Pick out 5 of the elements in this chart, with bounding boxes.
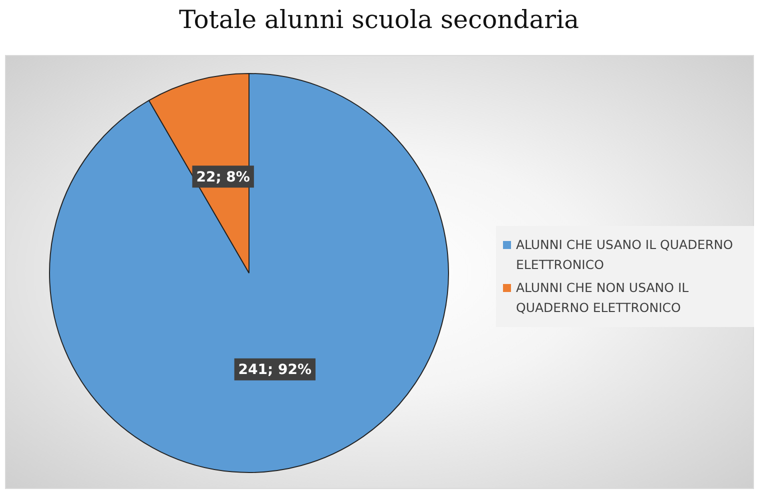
data-label: 241; 92%	[238, 362, 312, 378]
chart-title: Totale alunni scuola secondaria	[178, 4, 580, 36]
slice-label: ALUNNI CHE USANO IL QUADERNO ELETTRONICO	[516, 236, 734, 274]
legend-label: ALUNNI CHE NON USANO IL QUADERNO ELETTRONICO	[516, 279, 690, 317]
data-label: 22; 8%	[196, 169, 250, 186]
